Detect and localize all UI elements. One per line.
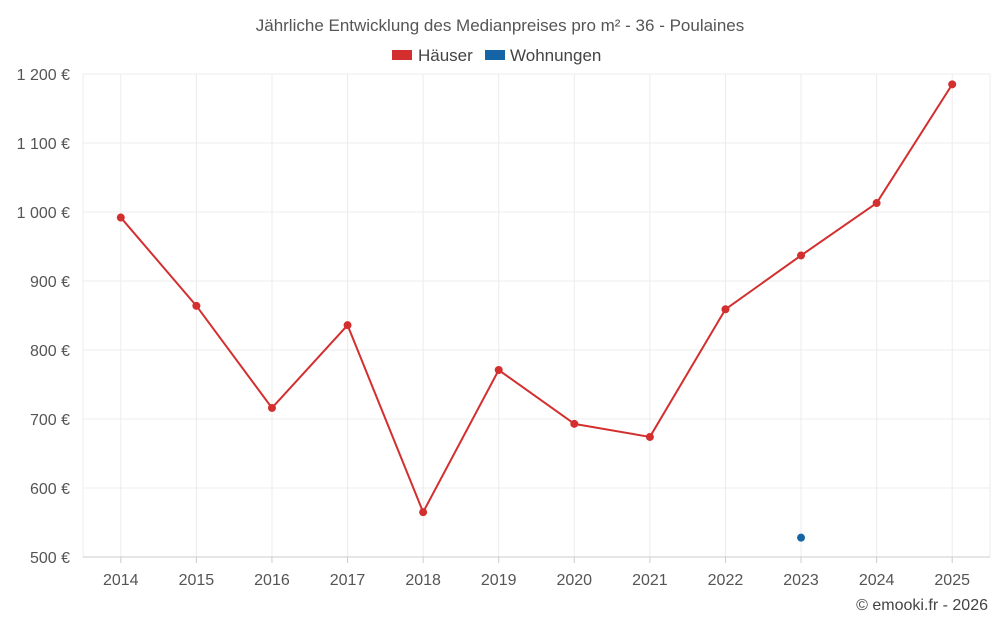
credit: © emooki.fr - 2026 <box>856 597 988 614</box>
legend-label-haeuser: Häuser <box>418 46 473 65</box>
x-axis-labels: 2014 2015 2016 2017 2018 2019 2020 2021 2022 2023… <box>103 572 970 589</box>
x-tick-label: 2015 <box>179 572 215 589</box>
y-tick-label: 1 000 € <box>17 205 70 222</box>
data-point-haeuser-2019[interactable] <box>494 366 503 375</box>
data-point-haeuser-2023[interactable] <box>797 251 806 260</box>
x-tick-label: 2023 <box>783 572 819 589</box>
data-point-wohnungen-2023[interactable] <box>797 533 806 542</box>
axes <box>83 556 990 563</box>
x-tick-label: 2019 <box>481 572 517 589</box>
x-tick-label: 2025 <box>934 572 970 589</box>
y-axis-labels: 500 € 600 € 700 € 800 € 900 € 1 000 € 1 100 € 1… <box>17 67 70 567</box>
y-tick-label: 600 € <box>30 481 70 498</box>
series-line-haeuser <box>120 83 954 514</box>
data-point-haeuser-2025[interactable] <box>948 80 957 89</box>
legend-swatch-haeuser <box>392 50 412 60</box>
y-tick-label: 800 € <box>30 343 70 360</box>
data-point-haeuser-2018[interactable] <box>419 508 428 517</box>
data-point-haeuser-2015[interactable] <box>192 301 201 310</box>
data-point-haeuser-2021[interactable] <box>645 432 654 441</box>
data-point-haeuser-2016[interactable] <box>267 403 276 412</box>
legend-item-haeuser[interactable]: Häuser <box>392 46 473 65</box>
x-tick-label: 2014 <box>103 572 139 589</box>
y-tick-label: 1 100 € <box>17 136 70 153</box>
x-tick-label: 2020 <box>556 572 592 589</box>
y-tick-label: 700 € <box>30 412 70 429</box>
data-point-haeuser-2022[interactable] <box>721 305 730 314</box>
y-tick-label: 500 € <box>30 550 70 567</box>
data-point-haeuser-2020[interactable] <box>570 419 579 428</box>
legend-item-wohnungen[interactable]: Wohnungen <box>485 46 601 65</box>
x-tick-label: 2024 <box>859 572 895 589</box>
x-tick-label: 2021 <box>632 572 668 589</box>
y-tick-label: 900 € <box>30 274 70 291</box>
legend: Häuser Wohnungen <box>392 46 601 65</box>
x-tick-label: 2017 <box>330 572 366 589</box>
legend-swatch-wohnungen <box>485 50 505 60</box>
data-point-haeuser-2017[interactable] <box>343 321 352 330</box>
series <box>116 80 957 542</box>
data-point-haeuser-2014[interactable] <box>116 213 125 222</box>
grid <box>82 73 991 557</box>
chart-title: Jährliche Entwicklung des Medianpreises … <box>256 16 745 35</box>
data-point-haeuser-2024[interactable] <box>872 199 881 208</box>
y-tick-label: 1 200 € <box>17 67 70 84</box>
x-tick-label: 2016 <box>254 572 290 589</box>
legend-label-wohnungen: Wohnungen <box>510 46 601 65</box>
x-tick-label: 2022 <box>708 572 744 589</box>
x-tick-label: 2018 <box>405 572 441 589</box>
